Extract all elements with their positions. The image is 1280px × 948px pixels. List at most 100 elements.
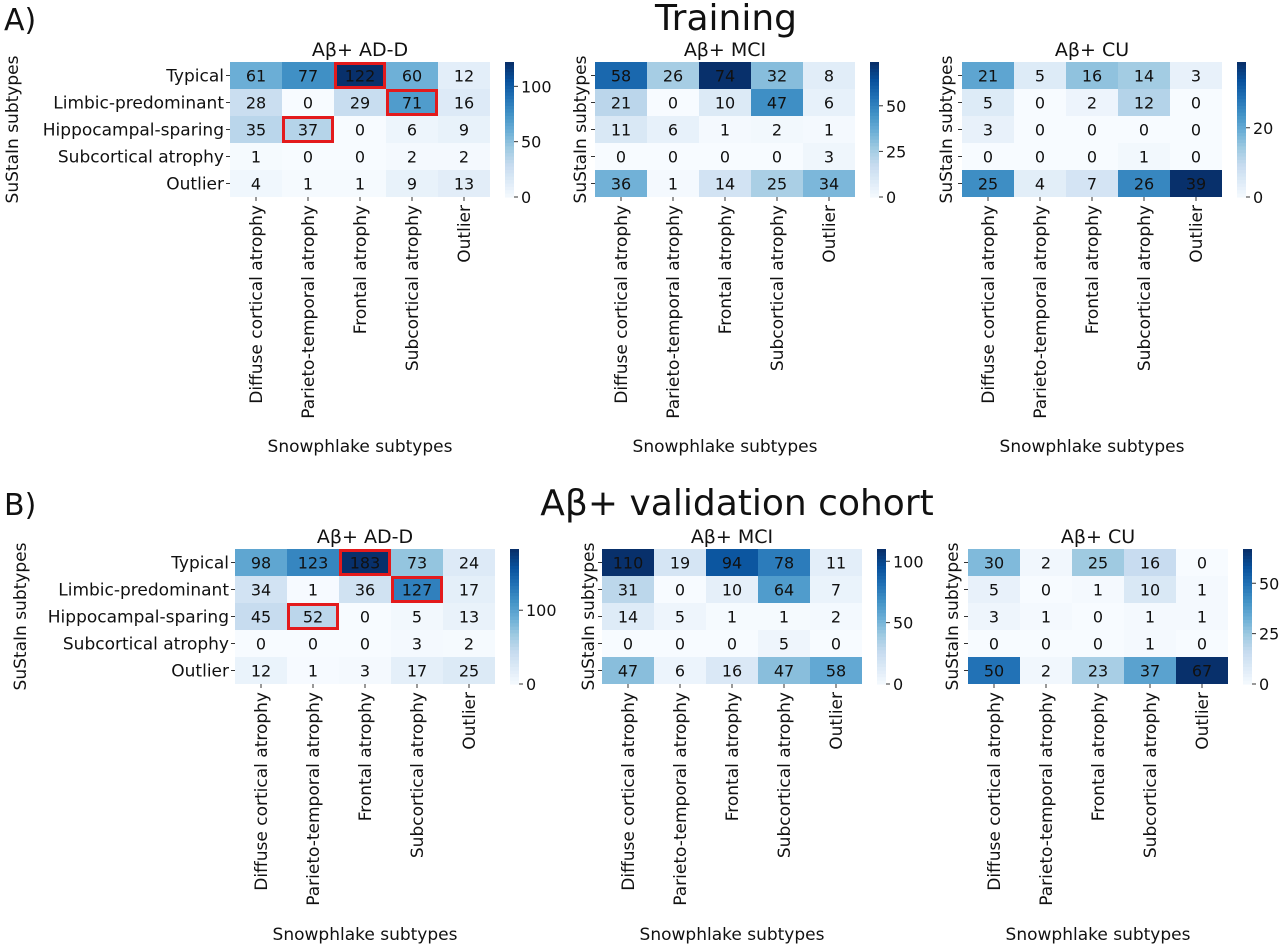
heatmap-title: Aβ+ AD-D	[317, 526, 413, 548]
heatmap-cell	[1020, 603, 1072, 630]
colorbar-segment	[1237, 166, 1246, 171]
colorbar-segment	[505, 173, 514, 178]
colorbar-segment	[510, 643, 519, 648]
colorbar-segment	[510, 603, 519, 607]
y-axis-label: SuStaIn subtypes	[571, 55, 591, 203]
col-label: Parieto-temporal atrophy	[671, 692, 691, 906]
cell-value: 0	[1087, 148, 1097, 167]
heatmap-cell	[1176, 657, 1228, 684]
heatmap-cell	[706, 549, 758, 576]
cell-value: 14	[618, 608, 638, 627]
colorbar-segment	[1243, 572, 1252, 577]
colorbar-segment	[510, 606, 519, 611]
colorbar-segment	[870, 78, 879, 83]
colorbar-segment	[1237, 193, 1246, 198]
heatmap-cell	[699, 89, 751, 116]
panel-b-title: Aβ+ validation cohort	[540, 483, 933, 524]
colorbar-segment	[870, 139, 879, 144]
cell-value: 1	[1145, 608, 1155, 627]
highlight-box	[282, 116, 334, 143]
colorbar-segment	[505, 62, 514, 66]
colorbar-segment	[1237, 116, 1246, 120]
colorbar-segment	[1243, 579, 1252, 584]
colorbar-segment	[505, 163, 514, 168]
heatmap-cell	[810, 630, 862, 657]
colorbar-segment	[877, 643, 886, 648]
col-label: Diffuse cortical atrophy	[979, 205, 999, 404]
heatmap-cell	[1020, 657, 1072, 684]
col-label: Outlier	[820, 205, 840, 263]
colorbar-segment	[505, 109, 514, 114]
colorbar-segment	[1243, 555, 1252, 560]
heatmap-cell	[391, 630, 443, 657]
colorbar-tick-label: 50	[521, 133, 541, 152]
heatmap-cell	[1020, 576, 1072, 603]
heatmap-cell	[386, 143, 438, 170]
x-axis-label: Snowphlake subtypes	[273, 925, 458, 945]
col-label: Parieto-temporal atrophy	[299, 205, 319, 419]
heatmap-cell	[758, 549, 810, 576]
cell-value: 0	[1197, 554, 1207, 573]
heatmap-cell	[758, 630, 810, 657]
cell-value: 25	[978, 175, 998, 194]
col-label: Parieto-temporal atrophy	[664, 205, 684, 419]
cell-value: 7	[1087, 175, 1097, 194]
heatmap-cell	[1124, 657, 1176, 684]
heatmap-cell	[803, 62, 855, 89]
cell-value: 0	[308, 635, 318, 654]
cell-value: 50	[984, 662, 1004, 681]
heatmap-cell	[803, 89, 855, 116]
colorbar-segment	[510, 660, 519, 665]
colorbar-segment	[510, 565, 519, 570]
heatmap-cell	[1124, 576, 1176, 603]
colorbar-segment	[1243, 599, 1252, 604]
colorbar-segment	[1237, 122, 1246, 127]
heatmap-cell	[230, 170, 282, 197]
cell-value: 0	[1035, 148, 1045, 167]
cell-value: 4	[1035, 175, 1045, 194]
cell-value: 31	[618, 581, 638, 600]
heatmap-cell	[334, 116, 386, 143]
highlight-box	[339, 549, 391, 576]
cell-value: 0	[1041, 581, 1051, 600]
cell-value: 5	[412, 608, 422, 627]
colorbar-segment	[870, 149, 879, 154]
colorbar-segment	[510, 667, 519, 672]
colorbar-segment	[505, 146, 514, 151]
heatmap-cell	[1170, 143, 1222, 170]
heatmap-cell	[968, 576, 1020, 603]
cell-value: 45	[251, 608, 271, 627]
heatmap-cell	[1066, 62, 1118, 89]
colorbar-segment	[877, 680, 886, 685]
colorbar-segment	[1237, 173, 1246, 178]
colorbar-segment	[1243, 613, 1252, 618]
cell-value: 183	[350, 554, 381, 573]
colorbar-segment	[1237, 129, 1246, 134]
colorbar-segment	[505, 78, 514, 83]
cell-value: 25	[459, 662, 479, 681]
cell-value: 1	[1145, 635, 1155, 654]
heatmap-cell	[1118, 62, 1170, 89]
cell-value: 47	[774, 662, 794, 681]
colorbar-segment	[870, 176, 879, 181]
cell-value: 10	[722, 581, 742, 600]
cell-value: 21	[611, 94, 631, 113]
colorbar-segment	[505, 68, 514, 73]
colorbar-segment	[870, 156, 879, 161]
cell-value: 67	[1192, 662, 1212, 681]
cell-value: 12	[454, 67, 474, 86]
col-label: Frontal atrophy	[1083, 205, 1103, 334]
heatmap-cell	[443, 657, 495, 684]
row-label: Limbic-predominant	[58, 581, 229, 601]
colorbar-segment	[877, 579, 886, 584]
colorbar-segment	[1243, 603, 1252, 607]
colorbar-segment	[510, 572, 519, 577]
cell-value: 0	[1041, 635, 1051, 654]
cell-value: 0	[720, 148, 730, 167]
heatmap-cell	[334, 143, 386, 170]
cell-value: 34	[251, 581, 271, 600]
heatmap-cell	[391, 603, 443, 630]
heatmap-cell	[230, 116, 282, 143]
